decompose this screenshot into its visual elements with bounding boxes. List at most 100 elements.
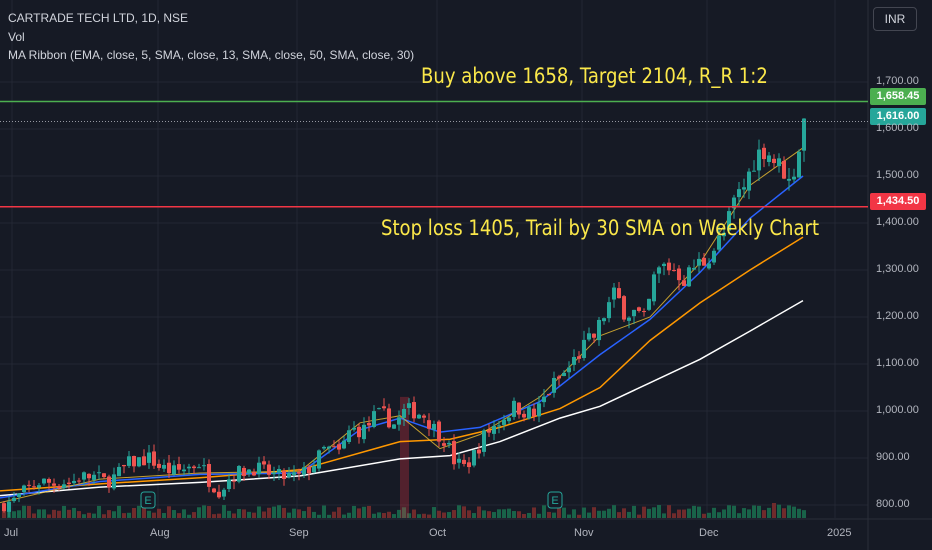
candle-body [437, 421, 441, 442]
volume-bar [132, 507, 136, 518]
volume-bar [497, 509, 501, 518]
volume-bar [202, 505, 206, 518]
volume-bar [537, 513, 541, 518]
candle-body [707, 263, 711, 269]
volume-bar [117, 505, 121, 518]
volume-bar [412, 509, 416, 518]
volume-bar [667, 505, 671, 518]
candle-body [672, 270, 676, 272]
volume-bar [287, 512, 291, 518]
volume-bar [527, 512, 531, 518]
volume-bar [232, 513, 236, 518]
candle-body [657, 267, 661, 274]
volume-bar [372, 513, 376, 518]
candle-body [562, 372, 566, 377]
candle-body [202, 465, 206, 467]
volume-bar [802, 510, 806, 518]
candle-body [322, 446, 326, 449]
volume-bar [277, 505, 281, 518]
candle-body [7, 501, 11, 512]
volume-bar [437, 510, 441, 518]
volume-bar [377, 512, 381, 518]
volume-bar [92, 513, 96, 518]
candle-body [312, 466, 316, 473]
candle-body [637, 307, 641, 311]
candle-body [547, 394, 551, 396]
ma-ribbon-legend[interactable]: MA Ribbon (EMA, close, 5, SMA, close, 13… [8, 48, 415, 62]
volume-bar [467, 510, 471, 518]
volume-bar [217, 513, 221, 518]
candle-body [582, 339, 586, 358]
candle-body [502, 419, 506, 425]
currency-button[interactable]: INR [873, 7, 917, 31]
candle-body [37, 485, 41, 488]
volume-bar [57, 510, 61, 518]
volume-bar [332, 511, 336, 518]
candle-body [32, 486, 36, 488]
y-tick-label: 1,700.00 [876, 75, 919, 87]
volume-bar [572, 509, 576, 518]
volume-bar [112, 511, 116, 518]
candle-body [552, 377, 556, 393]
stop-price-tag: 1,434.50 [870, 193, 926, 210]
candle-body [422, 415, 426, 418]
candle-body [497, 425, 501, 427]
earnings-marker-label: E [144, 495, 151, 507]
candle-body [752, 170, 756, 172]
level-lines [0, 100, 868, 208]
candle-body [772, 158, 776, 164]
volume-bar [582, 507, 586, 518]
candle-body [77, 480, 81, 482]
volume-bar [632, 505, 636, 518]
candle-body [762, 147, 766, 160]
volume-bar [267, 507, 271, 518]
stop-annotation: Stop loss 1405, Trail by 30 SMA on Weekl… [381, 216, 820, 240]
candle-body [92, 474, 96, 480]
x-tick-label: Aug [150, 527, 170, 539]
candle-body [482, 430, 486, 452]
volume-bar [262, 511, 266, 518]
volume-bar [357, 508, 361, 518]
candle-body [542, 396, 546, 403]
volume-bar [797, 508, 801, 518]
volume-bar [562, 507, 566, 518]
volume-legend[interactable]: Vol [8, 29, 25, 44]
volume-bar [517, 511, 521, 518]
candle-body [387, 408, 391, 428]
candle-body [397, 417, 401, 425]
volume-bar [107, 510, 111, 518]
candle-body [347, 430, 351, 442]
candle-body [697, 258, 701, 266]
candle-body [62, 484, 66, 488]
candle-body [327, 446, 331, 449]
volume-bar [402, 507, 406, 518]
candle-body [277, 468, 281, 473]
candle-body [147, 452, 151, 463]
volume-bar [282, 507, 286, 518]
candle-body [42, 478, 46, 484]
volume-bar [67, 509, 71, 518]
candle-body [172, 465, 176, 475]
volume-bar [172, 510, 176, 518]
volume-bar [337, 507, 341, 518]
volume-bar [567, 514, 571, 518]
x-tick-label: Oct [429, 527, 447, 539]
volume-bar [142, 506, 146, 518]
candle-body [522, 413, 526, 418]
candle-body [2, 503, 6, 512]
candle-body [182, 469, 186, 472]
volume-bar [292, 508, 296, 518]
symbol-title[interactable]: CARTRADE TECH LTD, 1D, NSE [8, 11, 189, 25]
candle-body [242, 467, 246, 476]
volume-bar [352, 505, 356, 518]
volume-bar [637, 514, 641, 518]
volume-bar [362, 506, 366, 518]
volume-bar [407, 513, 411, 518]
volume-bar [657, 505, 661, 518]
candle-body [337, 444, 341, 450]
candle-body [692, 268, 696, 270]
volume-bar [772, 502, 776, 518]
volume-bar [682, 509, 686, 518]
candle-body [682, 280, 686, 286]
